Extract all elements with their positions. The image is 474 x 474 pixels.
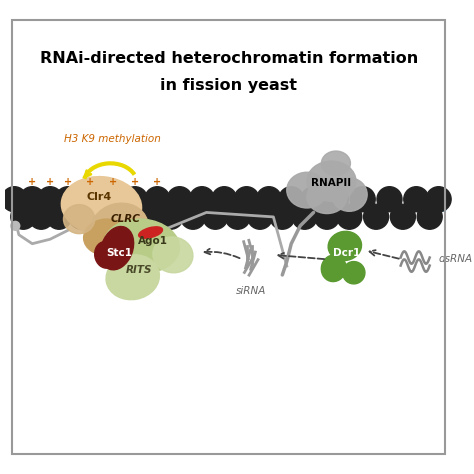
Circle shape	[314, 204, 339, 229]
Circle shape	[11, 221, 20, 230]
Ellipse shape	[64, 205, 95, 234]
Text: CLRC: CLRC	[111, 214, 141, 224]
Circle shape	[55, 187, 81, 212]
Text: Stc1: Stc1	[106, 247, 132, 258]
Circle shape	[377, 187, 402, 212]
Ellipse shape	[307, 161, 356, 201]
Circle shape	[100, 187, 125, 212]
Circle shape	[225, 204, 250, 229]
Text: Clr4: Clr4	[87, 192, 112, 202]
Circle shape	[181, 204, 206, 229]
Circle shape	[190, 187, 214, 212]
Ellipse shape	[287, 172, 327, 208]
Circle shape	[78, 187, 103, 212]
Circle shape	[279, 187, 304, 212]
Ellipse shape	[307, 180, 347, 214]
Ellipse shape	[100, 227, 134, 270]
Text: RNAPII: RNAPII	[311, 178, 352, 188]
Text: RNAi-directed heterochromatin formation: RNAi-directed heterochromatin formation	[40, 51, 418, 66]
Circle shape	[158, 204, 183, 229]
Ellipse shape	[343, 262, 365, 284]
Ellipse shape	[331, 178, 367, 211]
Circle shape	[2, 187, 27, 212]
Circle shape	[167, 187, 192, 212]
Ellipse shape	[91, 203, 148, 253]
Circle shape	[69, 204, 94, 229]
Circle shape	[122, 187, 147, 212]
Text: +: +	[153, 177, 161, 187]
Circle shape	[28, 204, 54, 229]
Ellipse shape	[95, 242, 117, 268]
Text: in fission yeast: in fission yeast	[160, 78, 297, 93]
Circle shape	[212, 187, 237, 212]
Circle shape	[91, 204, 116, 229]
Ellipse shape	[83, 219, 128, 255]
Text: dsRNA: dsRNA	[438, 255, 473, 264]
Circle shape	[270, 204, 295, 229]
Circle shape	[203, 204, 228, 229]
Circle shape	[417, 204, 442, 229]
Circle shape	[145, 187, 170, 212]
Circle shape	[391, 204, 415, 229]
Text: +: +	[131, 177, 139, 187]
Circle shape	[323, 187, 348, 212]
Circle shape	[292, 204, 317, 229]
Text: +: +	[86, 177, 94, 187]
Circle shape	[37, 187, 63, 212]
Ellipse shape	[153, 237, 193, 273]
Text: +: +	[28, 177, 36, 187]
Text: siRNA: siRNA	[236, 286, 266, 296]
Text: Ago1: Ago1	[138, 237, 168, 246]
Circle shape	[337, 204, 362, 229]
Ellipse shape	[104, 219, 180, 273]
Text: +: +	[46, 177, 54, 187]
Circle shape	[247, 204, 273, 229]
Text: +: +	[109, 177, 117, 187]
Circle shape	[20, 187, 45, 212]
Circle shape	[46, 204, 72, 229]
Circle shape	[113, 204, 138, 229]
Circle shape	[404, 187, 429, 212]
Ellipse shape	[139, 227, 163, 238]
Circle shape	[11, 204, 36, 229]
Circle shape	[136, 204, 161, 229]
Circle shape	[301, 187, 326, 212]
Ellipse shape	[321, 151, 350, 175]
Text: +: +	[64, 177, 72, 187]
Ellipse shape	[106, 255, 159, 300]
Ellipse shape	[61, 177, 142, 235]
Circle shape	[426, 187, 451, 212]
Ellipse shape	[321, 255, 346, 282]
Text: H3 K9 methylation: H3 K9 methylation	[64, 134, 160, 144]
Circle shape	[350, 187, 375, 212]
Circle shape	[256, 187, 282, 212]
Text: Dcr1: Dcr1	[333, 247, 361, 258]
Text: RITS: RITS	[126, 265, 153, 275]
Circle shape	[364, 204, 389, 229]
Ellipse shape	[328, 231, 362, 261]
Circle shape	[234, 187, 259, 212]
